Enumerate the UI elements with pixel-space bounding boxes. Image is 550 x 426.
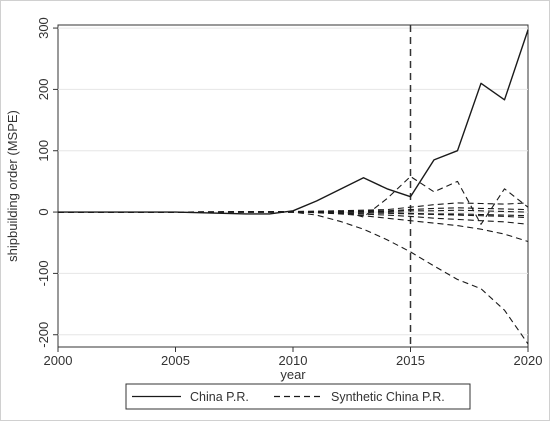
legend-label: China P.R.	[190, 390, 249, 404]
x-axis-title: year	[280, 367, 306, 382]
x-tick-label: 2020	[514, 353, 543, 368]
series-layer	[58, 29, 529, 345]
x-tick-label: 2015	[396, 353, 425, 368]
y-axis-title: shipbuilding order (MSPE)	[5, 110, 20, 262]
y-tick-label: 300	[36, 17, 51, 39]
x-tick-label: 2005	[161, 353, 190, 368]
series-line-china	[58, 29, 529, 215]
y-tick-label: 0	[36, 208, 51, 215]
y-tick-label: -100	[36, 260, 51, 286]
grid-layer	[57, 24, 529, 348]
y-tick-label: -200	[36, 322, 51, 348]
legend-label: Synthetic China P.R.	[331, 390, 445, 404]
x-tick-label: 2000	[44, 353, 73, 368]
x-tick-label: 2010	[279, 353, 308, 368]
plot-area	[57, 24, 529, 348]
axes-layer: -200 -100 0 100 200 300 2000 2005 2010 2015 2020 ye…	[5, 17, 542, 382]
series-line-synthetic	[58, 211, 529, 217]
y-tick-label: 200	[36, 79, 51, 101]
legend-layer: China P.R. Synthetic China P.R.	[125, 383, 471, 410]
y-tick-label: 100	[36, 140, 51, 162]
